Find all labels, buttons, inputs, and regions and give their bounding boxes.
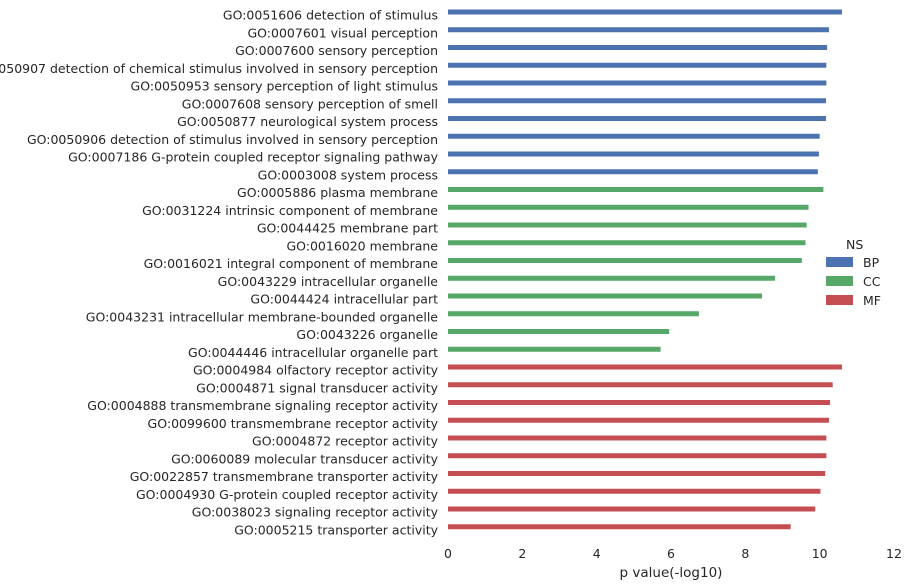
- category-label: GO:0007186 G-protein coupled receptor si…: [68, 150, 439, 165]
- bar-bp: [448, 169, 818, 175]
- bar-bp: [448, 62, 827, 68]
- x-tick-label: 6: [667, 546, 675, 561]
- x-tick-label: 2: [518, 546, 526, 561]
- bar-cc: [448, 293, 763, 299]
- category-label: GO:0003008 system process: [258, 167, 438, 182]
- category-label: GO:0044424 intracellular part: [250, 292, 438, 307]
- bar-bp: [448, 27, 829, 33]
- category-label: GO:0007601 visual perception: [247, 25, 438, 40]
- category-label: GO:0016021 integral component of membran…: [144, 256, 439, 271]
- legend-swatch-bp: [826, 257, 853, 267]
- bar-mf: [448, 524, 791, 530]
- bar-mf: [448, 400, 831, 405]
- category-label: GO:0050907 detection of chemical stimulu…: [0, 61, 438, 76]
- bar-cc: [448, 275, 776, 281]
- category-label: GO:0007600 sensory perception: [235, 43, 438, 58]
- bar-mf: [448, 417, 829, 423]
- category-label: GO:0043226 organelle: [296, 327, 438, 342]
- category-label: GO:0004888 transmembrane signaling recep…: [87, 398, 438, 413]
- category-label: GO:0044425 membrane part: [257, 221, 438, 236]
- bar-bp: [448, 116, 826, 121]
- bar-mf: [448, 453, 827, 459]
- category-label: GO:0007608 sensory perception of smell: [182, 96, 438, 111]
- legend-label-bp: BP: [863, 255, 880, 270]
- category-label: GO:0050906 detection of stimulus involve…: [27, 132, 438, 147]
- category-label: GO:0005215 transporter activity: [234, 522, 438, 537]
- category-labels: GO:0051606 detection of stimulus GO:00076…: [0, 8, 439, 538]
- category-label: GO:0038023 signaling receptor activity: [192, 505, 439, 520]
- category-label: GO:0050877 neurological system process: [177, 114, 438, 129]
- bar-cc: [448, 329, 670, 334]
- bar-mf: [448, 488, 821, 494]
- bar-mf: [448, 435, 827, 441]
- legend: NS BP CC MF: [826, 237, 881, 308]
- category-label: GO:0004871 signal transducer activity: [196, 380, 438, 395]
- bar-cc: [448, 240, 806, 246]
- bar-bp: [448, 98, 826, 104]
- category-label: GO:0060089 molecular transducer activity: [171, 451, 439, 466]
- bar-bp: [448, 133, 820, 139]
- x-tick-label: 12: [886, 546, 902, 561]
- legend-label-cc: CC: [863, 274, 881, 289]
- x-axis-title: p value(-log10): [620, 565, 723, 581]
- bar-mf: [448, 382, 833, 388]
- category-label: GO:0043229 intracellular organelle: [218, 274, 439, 289]
- category-label: GO:0050953 sensory perception of light s…: [131, 79, 438, 94]
- legend-swatch-mf: [826, 295, 853, 305]
- bar-bp: [448, 151, 819, 157]
- bar-bp: [448, 9, 842, 15]
- category-label: GO:0051606 detection of stimulus: [223, 8, 438, 23]
- bar-cc: [448, 311, 699, 317]
- category-label: GO:0016020 membrane: [286, 238, 438, 253]
- category-label: GO:0004984 olfactory receptor activity: [193, 363, 439, 378]
- category-label: GO:0005886 plasma membrane: [237, 185, 438, 200]
- x-axis-ticks: 0 2 4 6 8 10 12: [444, 546, 902, 561]
- category-label: GO:0099600 transmembrane receptor activi…: [148, 416, 439, 431]
- legend-swatch-cc: [826, 276, 853, 286]
- x-tick-label: 8: [741, 546, 749, 561]
- bar-bp: [448, 45, 828, 50]
- bar-cc: [448, 204, 809, 210]
- bar-cc: [448, 222, 807, 228]
- category-label: GO:0022857 transmembrane transporter act…: [130, 469, 439, 484]
- bar-mf: [448, 364, 842, 370]
- category-label: GO:0004872 receptor activity: [252, 434, 439, 449]
- legend-title: NS: [846, 237, 863, 252]
- bar-bp: [448, 80, 827, 86]
- x-tick-label: 0: [444, 546, 452, 561]
- x-tick-label: 10: [812, 546, 828, 561]
- category-label: GO:0031224 intrinsic component of membra…: [142, 203, 438, 218]
- category-label: GO:0004930 G-protein coupled receptor ac…: [136, 487, 439, 502]
- x-tick-label: 4: [593, 546, 601, 561]
- bar-mf: [448, 506, 816, 512]
- legend-label-mf: MF: [863, 293, 881, 308]
- bars: [448, 9, 842, 530]
- bar-mf: [448, 471, 826, 476]
- bar-cc: [448, 258, 802, 263]
- category-label: GO:0044446 intracellular organelle part: [188, 345, 438, 360]
- bar-cc: [448, 187, 824, 192]
- bar-cc: [448, 346, 661, 352]
- category-label: GO:0043231 intracellular membrane-bounde…: [86, 309, 439, 324]
